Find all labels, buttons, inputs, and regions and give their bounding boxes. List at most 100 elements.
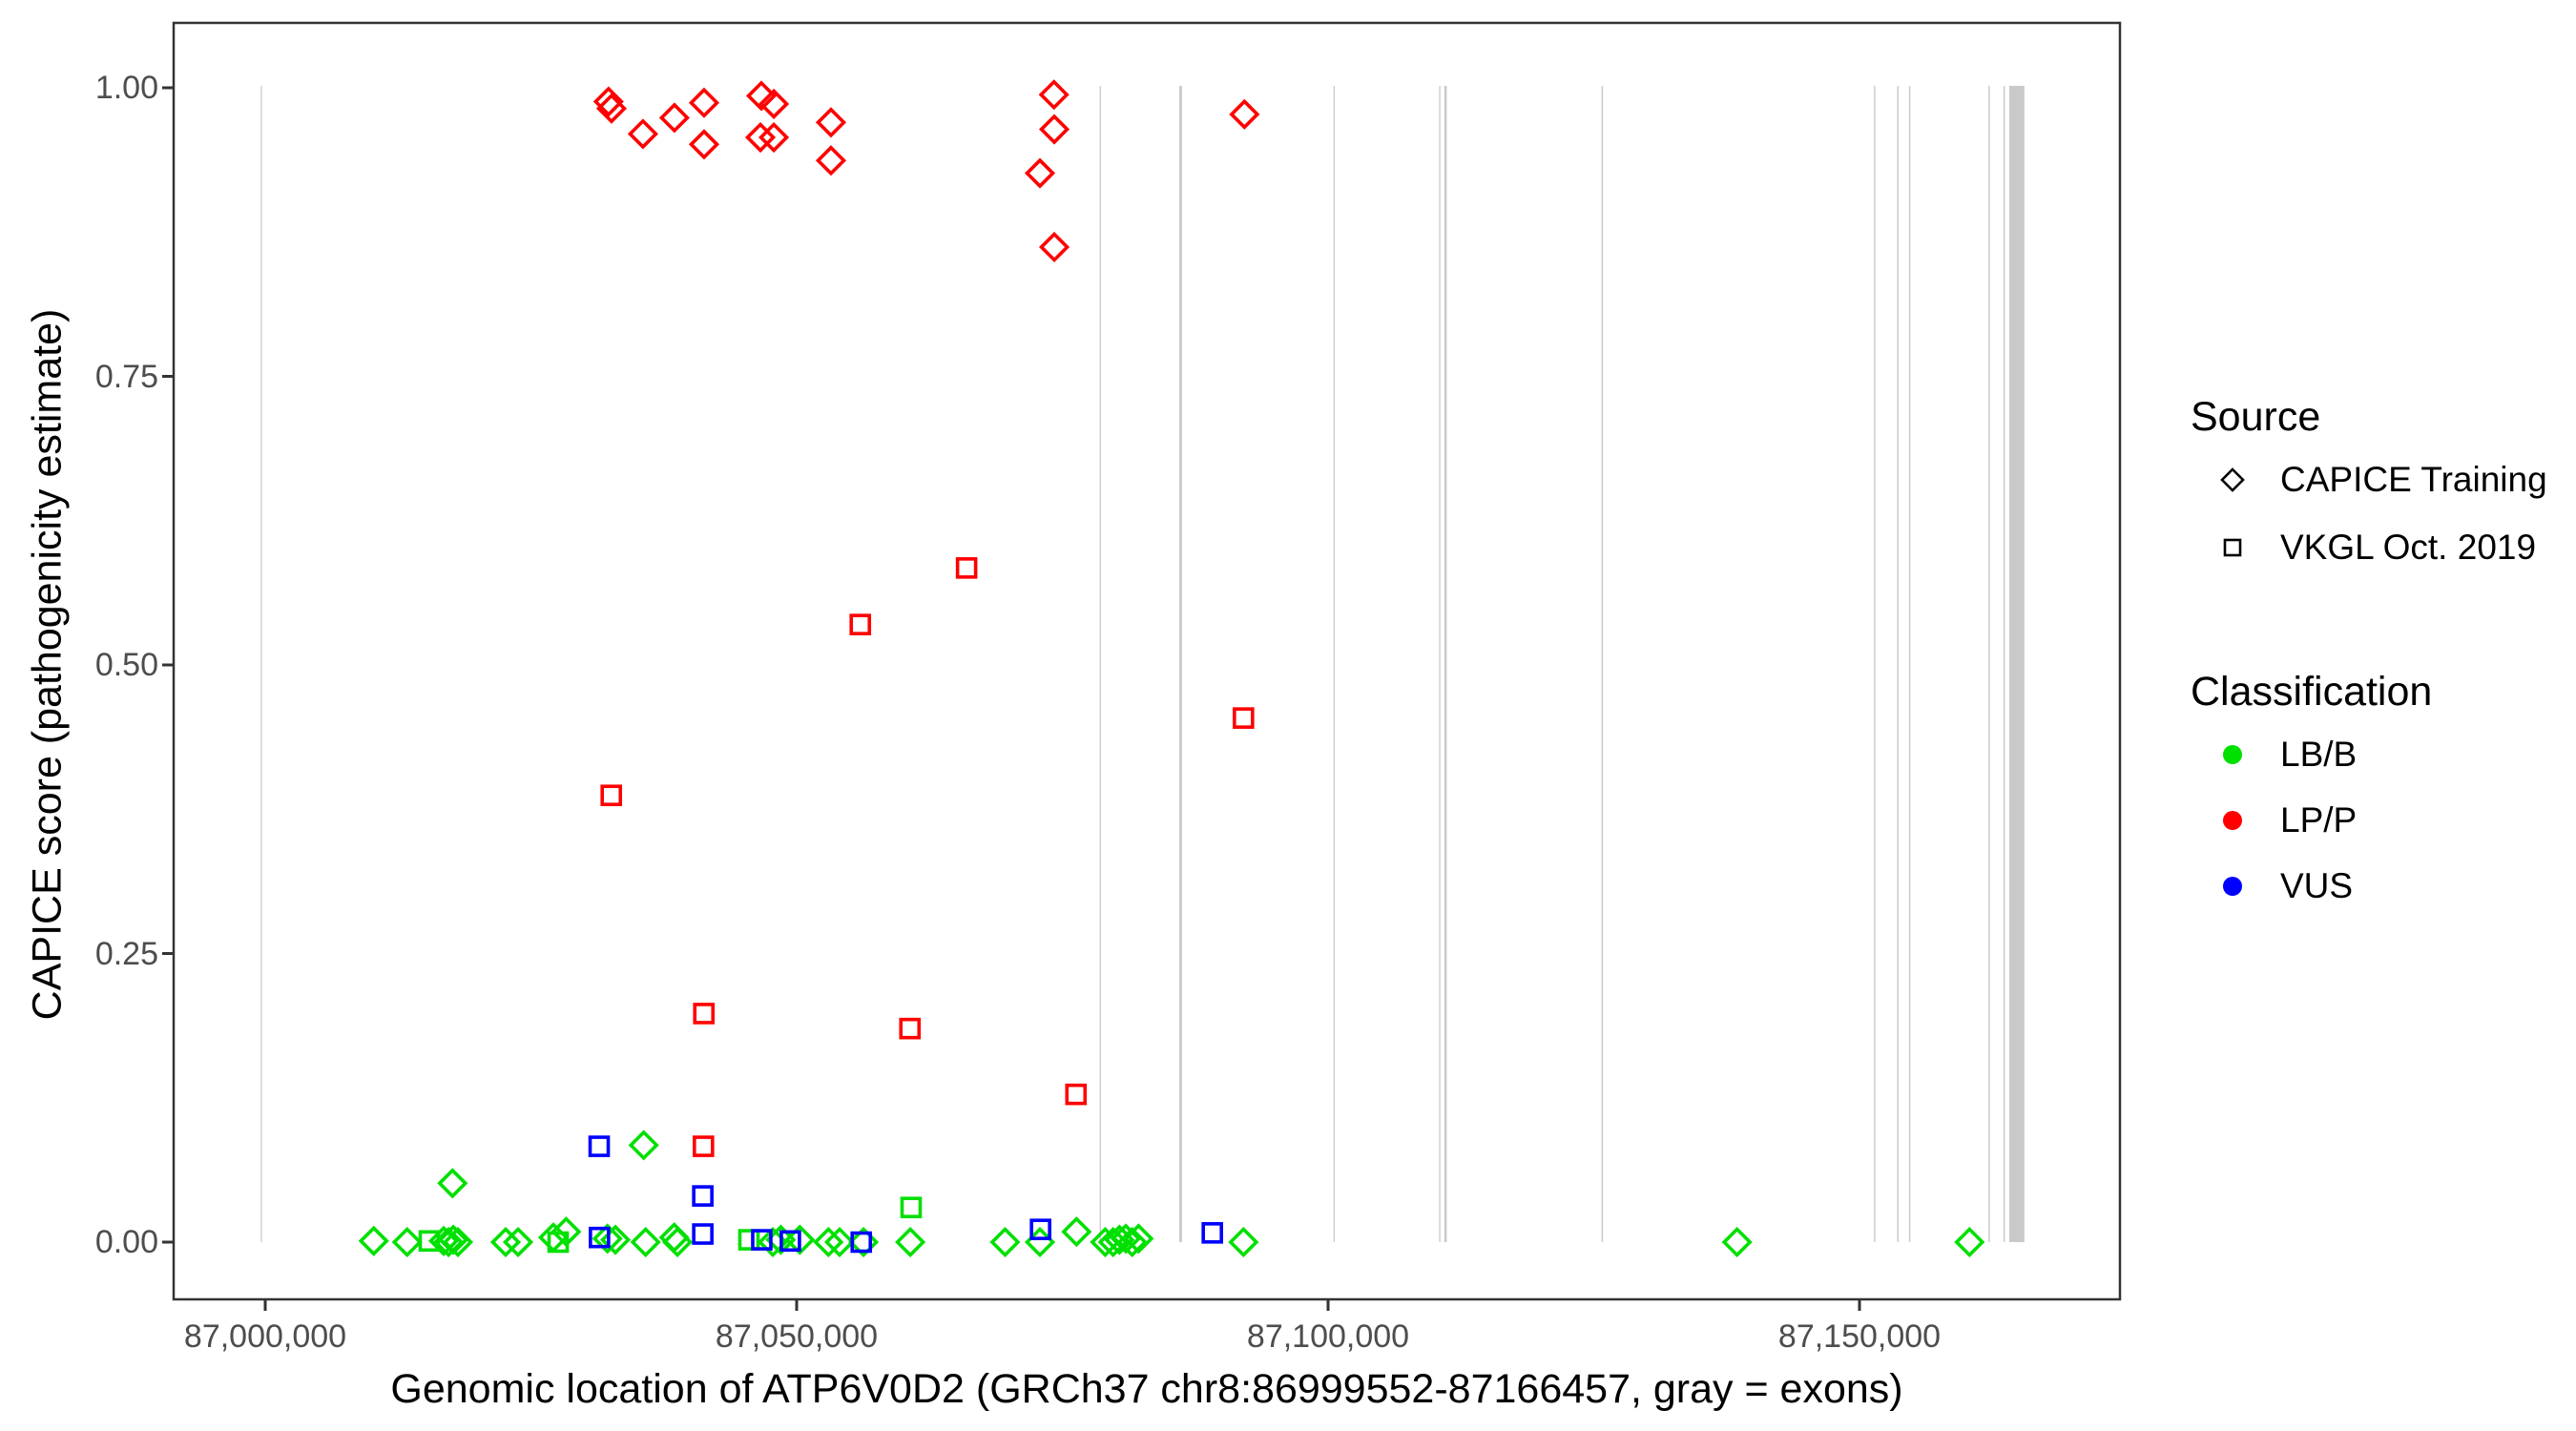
data-point-diamond xyxy=(592,1223,623,1255)
data-point-square xyxy=(899,1017,922,1040)
data-point-square xyxy=(547,1231,570,1254)
data-point-diamond xyxy=(502,1226,534,1258)
data-point-square xyxy=(589,1226,611,1249)
plot-panel-border xyxy=(172,21,2122,1301)
data-point-diamond xyxy=(758,88,790,119)
data-point-diamond xyxy=(658,102,690,134)
x-tick-label: 87,100,000 xyxy=(1246,1318,1410,1355)
data-point-diamond xyxy=(744,121,777,154)
data-point-diamond xyxy=(758,121,790,154)
data-point-square xyxy=(1201,1222,1223,1244)
exon-band xyxy=(1908,86,1911,1242)
legend-classification-title: Classification xyxy=(2191,669,2433,715)
exon-band xyxy=(2003,86,2005,1242)
data-point-square xyxy=(850,1231,873,1254)
data-point-diamond xyxy=(1038,79,1070,111)
data-point-diamond xyxy=(1123,1223,1154,1255)
data-point-square xyxy=(900,1196,923,1218)
y-tick-label: 0.50 xyxy=(94,647,158,683)
y-tick-label: 0.25 xyxy=(94,935,158,972)
data-point-diamond xyxy=(784,1224,816,1255)
data-point-diamond xyxy=(989,1226,1021,1258)
exon-band xyxy=(1988,86,1990,1242)
x-tick-label: 87,150,000 xyxy=(1777,1318,1942,1355)
data-point-square xyxy=(692,1185,714,1207)
data-point-diamond xyxy=(630,1226,661,1258)
data-point-diamond xyxy=(815,107,847,138)
data-point-square xyxy=(751,1229,773,1251)
exon-band xyxy=(1444,86,1447,1242)
data-point-square xyxy=(849,613,872,635)
data-point-square xyxy=(1029,1218,1051,1240)
data-point-diamond xyxy=(1721,1226,1753,1258)
data-point-diamond xyxy=(823,1226,856,1258)
data-point-diamond xyxy=(1116,1226,1148,1258)
data-point-diamond xyxy=(813,1226,844,1258)
data-point-diamond xyxy=(1228,1226,1259,1258)
legend-item-lpp: LP/P xyxy=(2280,800,2358,840)
data-point-square xyxy=(779,1230,801,1253)
data-point-diamond xyxy=(592,86,624,117)
legend-dot-icon xyxy=(2223,745,2242,764)
legend-source-title: Source xyxy=(2191,394,2321,440)
exon-band xyxy=(1874,86,1876,1242)
data-point-diamond xyxy=(442,1226,474,1258)
legend-item-capice-training: CAPICE Training xyxy=(2280,460,2547,499)
data-point-square xyxy=(693,1135,715,1157)
legend-dot-icon xyxy=(2223,811,2242,830)
exon-band xyxy=(1897,86,1899,1242)
data-point-diamond xyxy=(1024,157,1056,189)
legend-item-vus: VUS xyxy=(2280,866,2354,905)
data-point-square xyxy=(955,557,978,579)
data-point-diamond xyxy=(1229,98,1260,130)
data-point-diamond xyxy=(595,93,627,124)
x-axis-title: Genomic location of ATP6V0D2 (GRCh37 chr… xyxy=(390,1366,1903,1412)
exon-band xyxy=(1099,86,1101,1242)
data-point-square xyxy=(600,784,623,807)
exon-band xyxy=(2008,86,2025,1242)
data-point-diamond xyxy=(358,1225,389,1256)
data-point-square xyxy=(1065,1083,1088,1106)
data-point-diamond xyxy=(848,1226,880,1258)
data-point-diamond xyxy=(489,1226,522,1258)
exon-band xyxy=(1439,86,1441,1242)
x-tick-label: 87,000,000 xyxy=(183,1318,347,1355)
data-point-diamond xyxy=(745,80,778,112)
data-point-diamond xyxy=(688,129,720,160)
legend-square-icon xyxy=(2223,538,2242,557)
exon-band xyxy=(1333,86,1335,1242)
data-point-diamond xyxy=(815,145,847,176)
data-point-diamond xyxy=(627,118,658,150)
data-point-square xyxy=(418,1230,441,1253)
data-point-diamond xyxy=(391,1226,423,1258)
data-point-diamond xyxy=(1061,1216,1092,1248)
data-point-diamond xyxy=(628,1130,659,1161)
data-point-square xyxy=(588,1135,611,1157)
exon-band xyxy=(1179,86,1182,1242)
data-point-square xyxy=(737,1229,760,1251)
legend-item-lbb: LB/B xyxy=(2280,735,2358,774)
data-point-diamond xyxy=(437,1168,468,1199)
data-point-square xyxy=(693,1003,716,1025)
y-tick-label: 0.75 xyxy=(94,358,158,395)
data-point-diamond xyxy=(1954,1226,1985,1258)
data-point-diamond xyxy=(688,87,720,118)
legend-diamond-icon xyxy=(2220,467,2245,492)
data-point-diamond xyxy=(661,1226,694,1258)
exon-band xyxy=(260,86,262,1242)
data-point-diamond xyxy=(895,1226,926,1258)
data-point-diamond xyxy=(1038,231,1070,263)
legend-item-vkgl: VKGL Oct. 2019 xyxy=(2280,528,2537,567)
exon-band xyxy=(1601,86,1604,1242)
x-tick-label: 87,050,000 xyxy=(715,1318,879,1355)
data-point-square xyxy=(1233,707,1255,729)
data-point-diamond xyxy=(1038,114,1070,145)
y-tick-label: 1.00 xyxy=(94,70,158,106)
data-point-diamond xyxy=(1110,1223,1142,1255)
legend-dot-icon xyxy=(2223,877,2242,896)
data-point-square xyxy=(692,1223,714,1245)
y-tick-label: 0.00 xyxy=(94,1224,158,1260)
